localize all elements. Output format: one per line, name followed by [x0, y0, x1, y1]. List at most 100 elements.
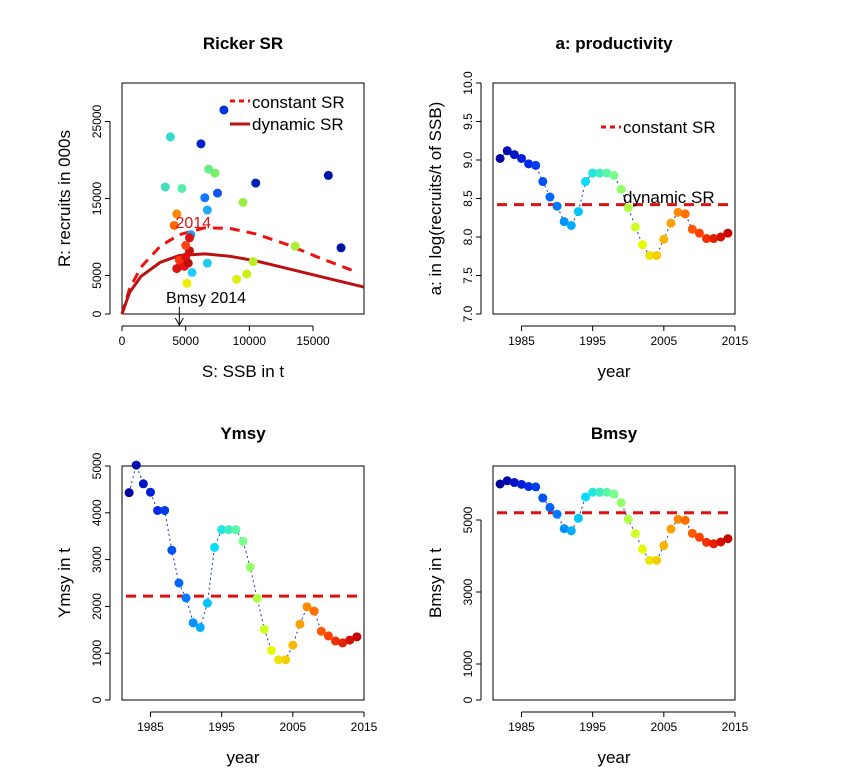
ymsy-point [153, 505, 163, 515]
bmsy-point [659, 541, 669, 551]
productivity-point [723, 228, 733, 238]
bmsy-point [552, 509, 562, 519]
productivity-point [573, 207, 583, 217]
ymsy-y-tick-label: 4000 [90, 499, 104, 526]
bmsy-2014-annotation: Bmsy 2014 [166, 290, 246, 307]
productivity-point [566, 220, 576, 230]
bmsy-point [502, 476, 512, 486]
legend-dynamic-label: dynamic SR [252, 115, 344, 134]
bmsy-point [702, 537, 712, 547]
sr-point [213, 188, 223, 198]
sr-point [336, 243, 346, 253]
productivity-point [552, 201, 562, 211]
ymsy-point [224, 525, 234, 535]
productivity-point [630, 222, 640, 232]
bmsy-point [709, 539, 719, 549]
productivity-x-tick-label: 1985 [508, 334, 535, 348]
productivity-point [516, 153, 526, 163]
sr-point [210, 168, 220, 178]
ymsy-point [174, 578, 184, 588]
productivity-title: a: productivity [555, 34, 673, 53]
productivity-plot-frame [492, 82, 736, 315]
bmsy-point [588, 487, 598, 497]
bmsy-y-axis-label: Bmsy in t [426, 548, 445, 618]
productivity-panel: a: productivity 1985 1995 2005 2015 7.0 7.5 8.0… [426, 34, 749, 381]
bmsy-y-tick-label: 1000 [461, 650, 475, 677]
productivity-point [581, 177, 591, 187]
bmsy-point [694, 532, 704, 542]
bmsy-point [602, 487, 612, 497]
bmsy-point [673, 514, 683, 524]
sr-point [290, 241, 300, 251]
ricker-x-axis-label: S: SSB in t [202, 362, 284, 381]
ymsy-point [288, 640, 298, 650]
sr-point [169, 220, 179, 230]
sr-point [183, 258, 193, 268]
bmsy-point [559, 524, 569, 534]
productivity-point [559, 217, 569, 227]
ricker-plot-frame [121, 82, 365, 315]
bmsy-point [595, 487, 605, 497]
productivity-point [602, 168, 612, 178]
ymsy-x-tick-label: 2015 [351, 720, 378, 734]
ricker-panel: Ricker SR 0 5000 10000 15000 0 5000 15000 25000 S… [55, 34, 365, 381]
ymsy-y-tick-label: 5000 [90, 452, 104, 479]
ricker-y-tick-label: 25000 [90, 104, 104, 138]
ymsy-point [281, 655, 291, 665]
bmsy-y-tick-label: 0 [461, 696, 475, 703]
ricker-x-tick-label: 15000 [296, 334, 330, 348]
ymsy-x-tick-label: 1995 [208, 720, 235, 734]
ricker-title: Ricker SR [203, 34, 283, 53]
bmsy-point [652, 555, 662, 565]
bmsy-title: Bmsy [591, 424, 638, 443]
sr-point [182, 278, 192, 288]
productivity-point [545, 192, 555, 202]
bmsy-x-tick-label: 2015 [722, 720, 749, 734]
ricker-y-axis-label: R: recruits in 000s [55, 130, 74, 267]
ymsy-point [210, 542, 220, 552]
sr-point [185, 233, 195, 243]
bmsy-x-axis-label: year [597, 748, 630, 767]
sr-point [219, 105, 229, 115]
ymsy-point [352, 632, 362, 642]
ymsy-point [145, 487, 155, 497]
ymsy-point [181, 593, 191, 603]
ymsy-point [345, 635, 355, 645]
bmsy-point [637, 544, 647, 554]
ymsy-plot-frame [121, 465, 365, 701]
year-2014-annotation: 2014 [175, 215, 211, 232]
sr-point [251, 178, 261, 188]
bmsy-point [545, 502, 555, 512]
sr-point [242, 269, 252, 279]
productivity-point [531, 160, 541, 170]
bmsy-point [616, 498, 626, 508]
sr-point [202, 205, 212, 215]
productivity-point [652, 250, 662, 260]
productivity-point [687, 224, 697, 234]
bmsy-point [538, 493, 548, 503]
bmsy-point [516, 479, 526, 489]
productivity-x-tick-label: 2005 [650, 334, 677, 348]
ymsy-point [309, 606, 319, 616]
productivity-legend-dynamic-label: dynamic SR [623, 188, 715, 207]
productivity-point [509, 150, 519, 160]
ymsy-point [138, 479, 148, 489]
productivity-point [659, 234, 669, 244]
productivity-point [609, 170, 619, 180]
productivity-point [616, 184, 626, 194]
sr-point [202, 258, 212, 268]
productivity-point [502, 146, 512, 156]
productivity-point [495, 153, 505, 163]
ricker-y-tick-label: 0 [90, 310, 104, 317]
ymsy-point [167, 545, 177, 555]
ymsy-point [124, 488, 134, 498]
productivity-point [694, 228, 704, 238]
sr-point [238, 197, 248, 207]
bmsy-point [680, 515, 690, 525]
ymsy-panel: Ymsy 1985 1995 2005 2015 0 1000 2000 3000 4000 500… [55, 424, 378, 767]
ymsy-title: Ymsy [220, 424, 266, 443]
sr-point [160, 182, 170, 192]
bmsy-point [495, 479, 505, 489]
bmsy-point [623, 514, 633, 524]
